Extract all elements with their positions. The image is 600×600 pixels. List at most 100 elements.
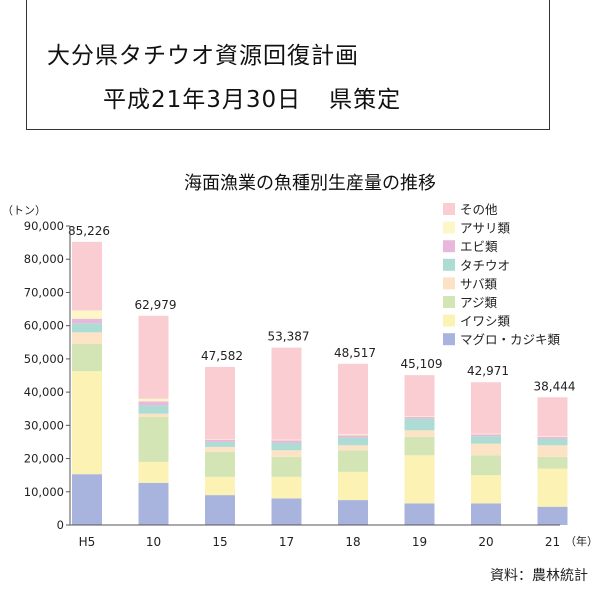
y-tick-label: 60,000 — [24, 319, 64, 333]
y-tick-label: 70,000 — [24, 285, 64, 299]
title-box: 大分県タチウオ資源回復計画 平成21年3月30日 県策定 — [26, 0, 550, 130]
x-tick-label: 19 — [412, 535, 427, 549]
bar-segment — [338, 437, 368, 446]
legend-swatch — [443, 240, 455, 253]
bar-stack-group — [72, 241, 568, 525]
bar-segment — [404, 503, 435, 525]
legend-swatch — [443, 258, 455, 271]
bar-segment — [537, 468, 568, 507]
legend-label: アサリ類 — [460, 221, 511, 236]
bar-segment — [537, 445, 568, 457]
y-tick-label: 30,000 — [24, 418, 64, 432]
bar-segment — [138, 405, 169, 414]
legend-swatch — [443, 203, 455, 215]
x-tick-label: 15 — [212, 535, 227, 549]
bar-stack — [338, 363, 368, 525]
bar-segment — [205, 439, 235, 442]
bar-stack — [537, 397, 568, 525]
bar-segment — [338, 434, 368, 436]
plan-date: 平成21年3月30日 — [103, 87, 302, 113]
legend-swatch — [443, 296, 455, 308]
total-label-group: 85,226 62,979 47,582 53,387 48,517 45,109 42,9… — [68, 224, 576, 393]
bar-segment — [471, 443, 501, 456]
bar-segment — [471, 382, 501, 434]
x-tick-label: 17 — [279, 535, 294, 549]
bar-segment — [338, 450, 368, 472]
x-axis-unit: （年） — [565, 534, 598, 548]
bar-segment — [271, 440, 302, 443]
total-label: 45,109 — [401, 357, 443, 371]
bar-segment — [205, 366, 235, 439]
bar-segment — [404, 418, 435, 431]
legend-label: エビ類 — [460, 239, 498, 254]
legend-swatch — [443, 221, 455, 234]
x-tick-label: 21 — [545, 535, 560, 549]
legend-swatch — [443, 314, 455, 327]
total-label: 48,517 — [334, 346, 376, 360]
source-note: 資料：農林統計 — [490, 568, 588, 584]
bar-segment — [537, 506, 568, 525]
bar-segment — [138, 398, 169, 402]
bar-segment — [205, 446, 235, 452]
bar-segment — [271, 456, 302, 477]
bar-segment — [271, 442, 302, 451]
bar-segment — [72, 371, 102, 475]
bar-segment — [271, 439, 302, 441]
bar-stack — [138, 315, 169, 525]
y-tick-label: 20,000 — [24, 452, 64, 466]
x-tick-label: H5 — [79, 535, 96, 549]
x-tick-label: 20 — [478, 535, 493, 549]
bar-segment — [72, 318, 102, 324]
bar-segment — [404, 375, 435, 417]
x-axis-ticks: H5 10 15 17 18 19 20 21 — [79, 535, 560, 549]
legend-label: その他 — [460, 202, 498, 217]
bar-segment — [205, 476, 235, 496]
plan-date-line: 平成21年3月30日 県策定 — [103, 80, 401, 114]
bar-segment — [138, 315, 169, 399]
bar-segment — [471, 433, 501, 435]
bar-stack — [271, 347, 302, 525]
bar-segment — [537, 397, 568, 437]
legend-label: マグロ・カジキ類 — [460, 332, 561, 347]
bar-segment — [338, 445, 368, 451]
bar-segment — [537, 436, 568, 437]
bar-segment — [537, 438, 568, 446]
plan-author: 県策定 — [329, 87, 402, 113]
bar-stack — [471, 382, 501, 525]
bar-segment — [404, 430, 435, 437]
bar-segment — [471, 475, 501, 504]
bar-segment — [404, 416, 435, 419]
bar-segment — [138, 401, 169, 406]
bar-segment — [72, 310, 102, 319]
bar-segment — [271, 450, 302, 457]
total-label: 53,387 — [268, 330, 310, 344]
bar-segment — [338, 435, 368, 438]
bar-segment — [471, 455, 501, 476]
total-label: 42,971 — [467, 364, 509, 378]
bar-segment — [404, 436, 435, 456]
y-tick-label: 50,000 — [24, 352, 64, 366]
x-tick-label: 10 — [146, 535, 161, 549]
bar-segment — [471, 434, 501, 437]
legend-label: イワシ類 — [460, 314, 511, 329]
bar-segment — [271, 476, 302, 499]
bar-segment — [404, 416, 435, 417]
bar-segment — [471, 503, 501, 525]
bar-segment — [72, 332, 102, 344]
legend-label: アジ類 — [460, 295, 498, 310]
y-tick-label: 90,000 — [24, 219, 64, 233]
y-axis-unit: （トン） — [2, 204, 46, 217]
legend-swatch — [443, 277, 455, 290]
bar-segment — [138, 482, 169, 525]
x-tick-label: 18 — [345, 535, 360, 549]
bar-segment — [271, 498, 302, 525]
legend-swatch — [443, 333, 455, 346]
bar-segment — [205, 438, 235, 440]
bar-segment — [138, 417, 169, 462]
bar-segment — [537, 456, 568, 469]
total-label: 47,582 — [201, 349, 243, 363]
bar-segment — [72, 343, 102, 372]
total-label: 85,226 — [68, 224, 110, 238]
